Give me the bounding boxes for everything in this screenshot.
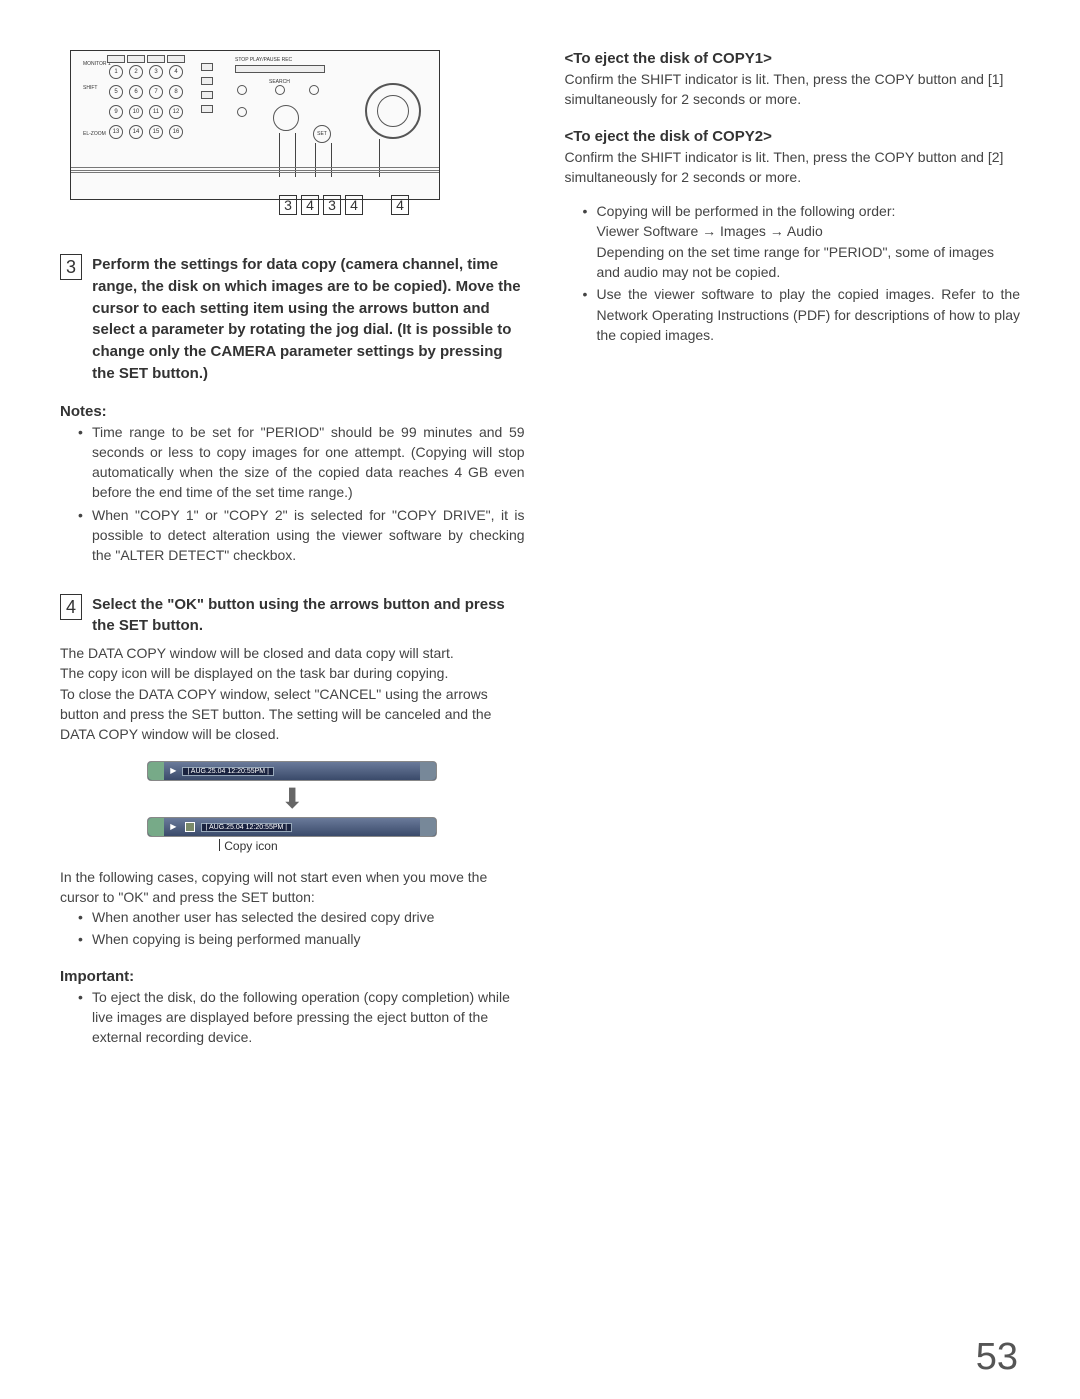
- notes-item: Time range to be set for "PERIOD" should…: [78, 422, 525, 503]
- eject2-body: Confirm the SHIFT indicator is lit. Then…: [565, 147, 1020, 188]
- step-number: 4: [60, 594, 82, 620]
- taskbar-date: | AUG.25.04 12:20:55PM |: [201, 823, 292, 832]
- copy-icon-label: Copy icon: [219, 839, 437, 853]
- cam-btn: 3: [149, 65, 163, 79]
- panel-small-btn: [237, 107, 247, 117]
- front-panel-illustration: MONITOR 1 SHIFT EL-ZOOM 1 2 3 4 5 6 7 8 …: [70, 50, 440, 200]
- cam-btn: 8: [169, 85, 183, 99]
- step-4-text: Select the "OK" button using the arrows …: [92, 594, 523, 638]
- eject2-title: <To eject the disk of COPY2>: [565, 128, 1020, 145]
- step-3-heading: 3 Perform the settings for data copy (ca…: [60, 254, 525, 385]
- panel-box: [107, 55, 125, 63]
- panel-icon: [201, 91, 213, 99]
- copy-icon: [185, 822, 195, 832]
- panel-label: EL-ZOOM: [83, 131, 106, 137]
- eject1-body: Confirm the SHIFT indicator is lit. Then…: [565, 69, 1020, 110]
- eject1-title: <To eject the disk of COPY1>: [565, 50, 1020, 67]
- callout-box: 4: [345, 195, 363, 215]
- taskbar-before: ▶| AUG.25.04 12:20:55PM |: [147, 761, 437, 781]
- panel-box: [167, 55, 185, 63]
- panel-icon: [201, 77, 213, 85]
- cam-btn: 2: [129, 65, 143, 79]
- callout-box: 3: [323, 195, 341, 215]
- cam-btn: 6: [129, 85, 143, 99]
- panel-icon: [201, 63, 213, 71]
- panel-top-labels: STOP PLAY/PAUSE REC: [235, 57, 427, 63]
- body-paragraph: To close the DATA COPY window, select "C…: [60, 684, 525, 745]
- callout-box: 3: [279, 195, 297, 215]
- cam-btn: 11: [149, 105, 163, 119]
- important-list: To eject the disk, do the following oper…: [60, 987, 525, 1048]
- cam-btn: 7: [149, 85, 163, 99]
- panel-label: SHIFT: [83, 85, 97, 91]
- step-4-heading: 4 Select the "OK" button using the arrow…: [60, 594, 525, 638]
- cam-btn: 5: [109, 85, 123, 99]
- page-number: 53: [976, 1336, 1018, 1379]
- cam-btn: 9: [109, 105, 123, 119]
- set-btn: SET: [313, 125, 331, 143]
- list-item: To eject the disk, do the following oper…: [78, 987, 525, 1048]
- panel-icon: [201, 105, 213, 113]
- list-item: When copying is being performed manually: [78, 929, 525, 949]
- body-paragraph: The DATA COPY window will be closed and …: [60, 643, 525, 663]
- list-item: When another user has selected the desir…: [78, 907, 525, 927]
- notes-item: When "COPY 1" or "COPY 2" is selected fo…: [78, 505, 525, 566]
- cam-btn: 15: [149, 125, 163, 139]
- body-paragraph: In the following cases, copying will not…: [60, 867, 525, 908]
- panel-callouts: 3 4 3 4 4: [279, 195, 409, 215]
- notes-header: Notes:: [60, 403, 525, 420]
- taskbar-illustration: ▶| AUG.25.04 12:20:55PM | ⬇ ▶ | AUG.25.0…: [147, 761, 437, 853]
- cam-btn: 10: [129, 105, 143, 119]
- panel-box: [127, 55, 145, 63]
- cam-btn: 4: [169, 65, 183, 79]
- step-3-text: Perform the settings for data copy (came…: [92, 254, 523, 385]
- arrows-pad: [273, 105, 299, 131]
- body-paragraph: The copy icon will be displayed on the t…: [60, 663, 525, 683]
- panel-box: [147, 55, 165, 63]
- cam-btn: 12: [169, 105, 183, 119]
- step-number: 3: [60, 254, 82, 280]
- list-item: Copying will be performed in the followi…: [583, 201, 1020, 282]
- not-start-list: When another user has selected the desir…: [60, 907, 525, 950]
- callout-box: 4: [301, 195, 319, 215]
- important-header: Important:: [60, 968, 525, 985]
- callout-box: 4: [391, 195, 409, 215]
- right-bullets: Copying will be performed in the followi…: [565, 201, 1020, 345]
- cam-btn: 1: [109, 65, 123, 79]
- cam-btn: 14: [129, 125, 143, 139]
- cam-btn: 16: [169, 125, 183, 139]
- panel-small-btn: [275, 85, 285, 95]
- panel-divider: [71, 167, 439, 173]
- notes-list: Time range to be set for "PERIOD" should…: [60, 422, 525, 566]
- jog-dial: [365, 83, 421, 139]
- down-arrow-icon: ⬇: [147, 785, 437, 813]
- panel-strip: [235, 65, 325, 73]
- taskbar-date: | AUG.25.04 12:20:55PM |: [182, 767, 273, 776]
- panel-small-btn: [237, 85, 247, 95]
- list-item: Use the viewer software to play the copi…: [583, 284, 1020, 345]
- panel-small-btn: [309, 85, 319, 95]
- cam-btn: 13: [109, 125, 123, 139]
- taskbar-after: ▶ | AUG.25.04 12:20:55PM |: [147, 817, 437, 837]
